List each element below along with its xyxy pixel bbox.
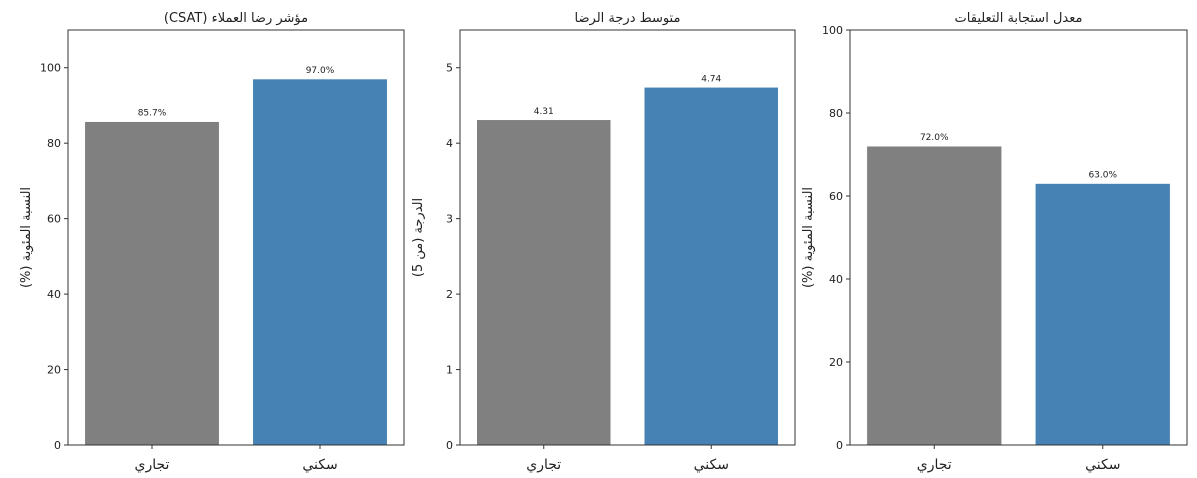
y-axis-label: النسبة المئوية (%) [801, 187, 816, 288]
bar-2 [644, 87, 779, 446]
chart-title: معدل استجابة التعليقات [955, 11, 1083, 26]
x-tick-label: تجاري [526, 457, 561, 473]
bar-1 [476, 119, 611, 446]
y-tick-label: 3 [446, 213, 453, 226]
y-tick-label: 0 [836, 439, 843, 452]
x-tick-label: سكني [694, 457, 729, 473]
data-label: 85.7% [138, 109, 167, 119]
data-label: 97.0% [306, 66, 335, 76]
axes-frame [67, 29, 405, 446]
y-tick-label: 80 [47, 137, 61, 150]
y-tick-label: 20 [47, 364, 61, 377]
x-tick-label: سكني [1085, 457, 1120, 473]
y-tick-label: 0 [446, 439, 453, 452]
axes-frame [849, 29, 1188, 446]
data-label: 4.31 [534, 107, 554, 117]
y-tick-label: 100 [40, 62, 61, 75]
y-tick-label: 2 [446, 288, 453, 301]
chart-panel-1: مؤشر رضا العملاء (CSAT) 85.7% تجاري 97.0% سك… [19, 11, 405, 473]
data-label: 63.0% [1088, 171, 1117, 181]
y-tick-label: 60 [47, 213, 61, 226]
x-tick-label: تجاري [135, 457, 170, 473]
y-tick-label: 4 [446, 137, 453, 150]
y-tick-label: 1 [446, 364, 453, 377]
y-tick-label: 80 [829, 107, 843, 120]
y-tick-label: 40 [829, 273, 843, 286]
bar-2 [1035, 183, 1171, 446]
bar-2 [252, 78, 388, 446]
y-tick-label: 60 [829, 190, 843, 203]
y-axis-label: النسبة المئوية (%) [19, 187, 34, 288]
y-tick-label: 100 [822, 24, 843, 37]
chart-panel-3: معدل استجابة التعليقات 72.0% تجاري 63.0% سكن… [801, 11, 1188, 473]
chart-title: متوسط درجة الرضا [575, 11, 681, 26]
y-axis-label: الدرجة (من 5) [411, 198, 426, 277]
data-label: 4.74 [701, 74, 721, 84]
bar-1 [84, 121, 220, 446]
data-label: 72.0% [920, 133, 949, 143]
x-tick-label: تجاري [917, 457, 952, 473]
chart-panel-2: متوسط درجة الرضا 4.31 تجاري 4.74 سكني 0 1 2 3 4 5 ا… [411, 11, 796, 473]
x-tick-label: سكني [302, 457, 337, 473]
y-tick-label: 0 [54, 439, 61, 452]
y-tick-label: 20 [829, 356, 843, 369]
y-tick-label: 5 [446, 62, 453, 75]
axes-frame [459, 29, 796, 446]
y-tick-label: 40 [47, 288, 61, 301]
bar-1 [866, 145, 1002, 446]
chart-title: مؤشر رضا العملاء (CSAT) [164, 11, 308, 26]
